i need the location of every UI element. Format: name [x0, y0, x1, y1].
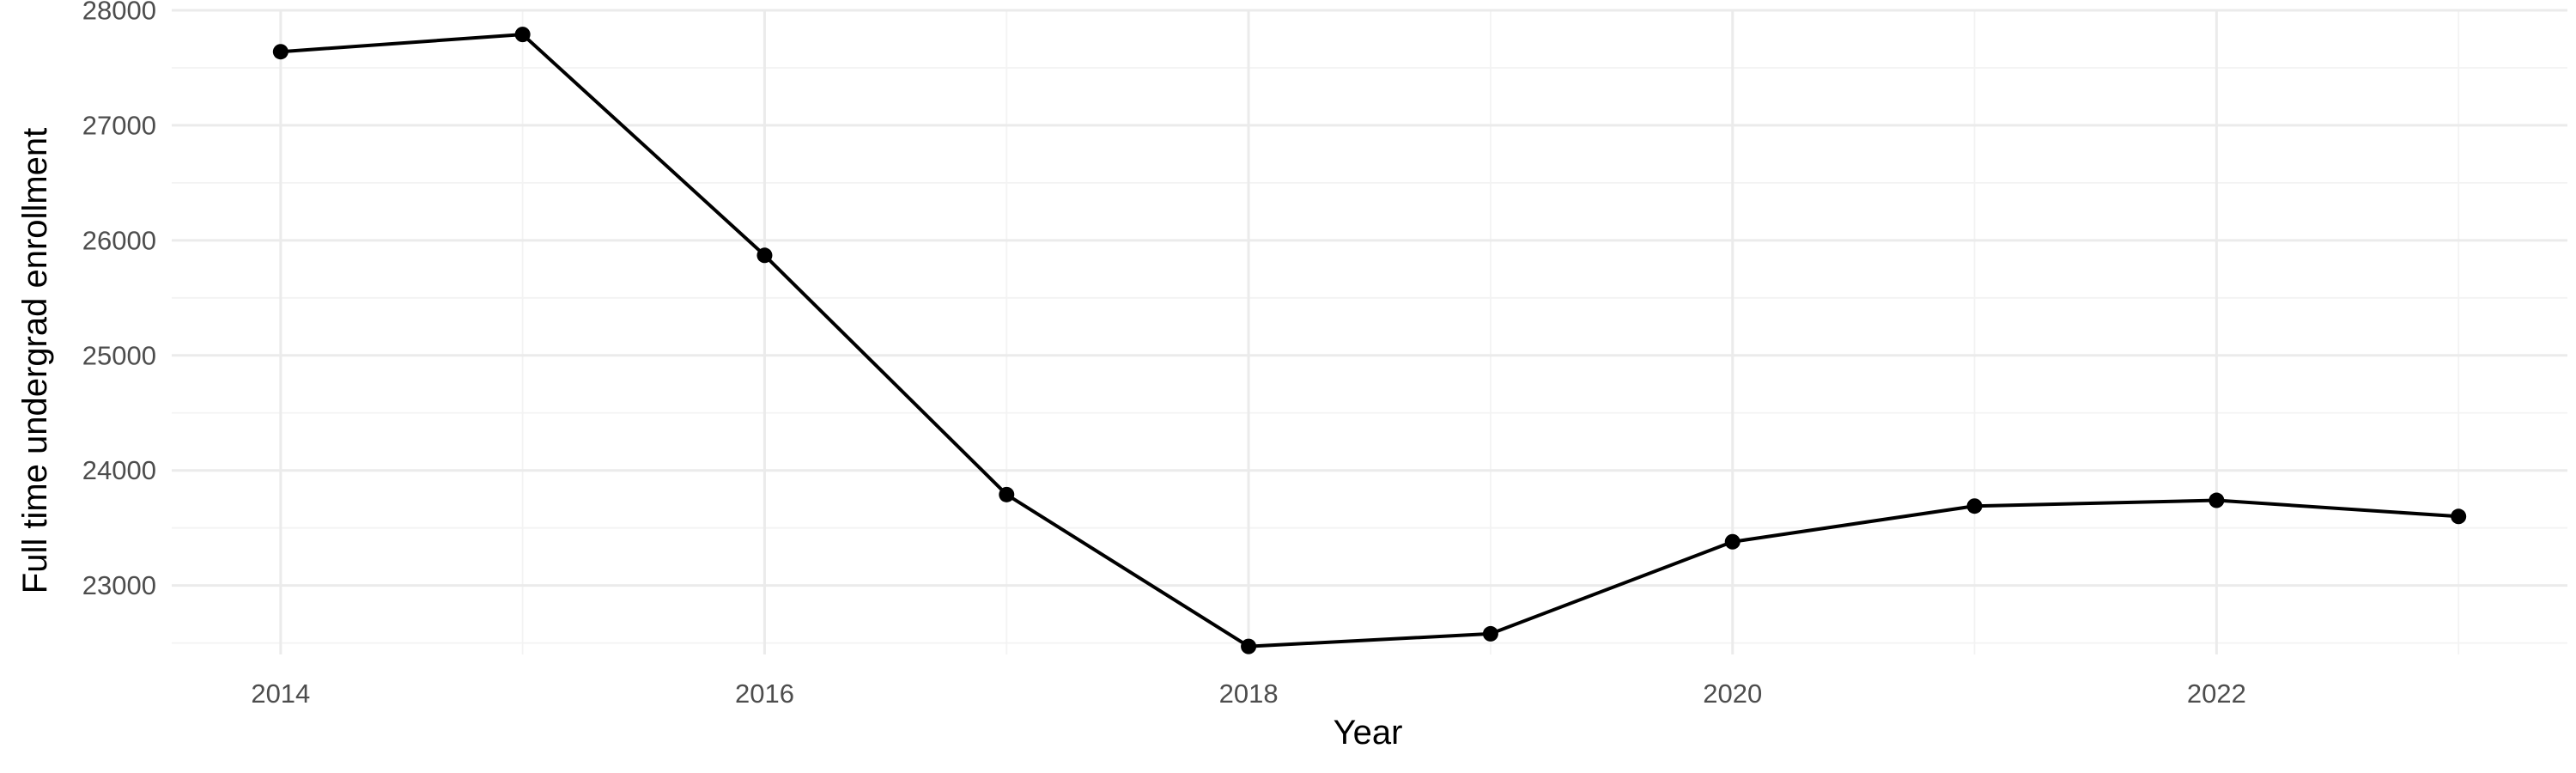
data-point	[514, 27, 531, 43]
y-tick-label: 25000	[82, 340, 156, 370]
data-point	[2208, 492, 2225, 508]
x-tick-label: 2022	[2187, 679, 2246, 709]
x-tick-label: 2016	[735, 679, 794, 709]
data-point	[272, 44, 289, 60]
x-tick-label: 2020	[1703, 679, 1762, 709]
major-gridlines	[172, 9, 2567, 654]
y-axis-title: Full time undergrad enrollment	[16, 128, 54, 593]
y-tick-label: 24000	[82, 455, 156, 485]
data-point	[1724, 533, 1741, 550]
data-point	[756, 247, 773, 264]
x-tick-label: 2018	[1219, 679, 1279, 709]
x-tick-label: 2014	[251, 679, 310, 709]
data-point	[2451, 508, 2467, 525]
y-tick-label: 28000	[82, 0, 156, 26]
data-point	[1241, 638, 1257, 654]
y-tick-label: 23000	[82, 570, 156, 600]
data-point	[1966, 498, 1983, 514]
series-line	[278, 33, 2461, 648]
y-axis-tick-labels: 23000 24000 25000 26000 27000 28000	[82, 0, 156, 600]
x-axis-title: Year	[1334, 714, 1403, 752]
series-layer	[272, 27, 2467, 654]
x-axis-tick-labels: 2014 2016 2018 2020 2022	[251, 679, 2246, 709]
y-tick-label: 27000	[82, 110, 156, 140]
data-point	[999, 486, 1015, 502]
data-point	[1482, 625, 1498, 642]
minor-gridlines	[172, 10, 2567, 654]
y-tick-label: 26000	[82, 225, 156, 255]
